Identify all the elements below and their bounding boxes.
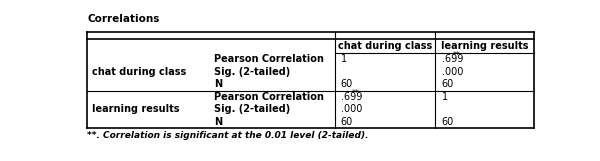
Text: Sig. (2-tailed): Sig. (2-tailed)	[215, 104, 291, 114]
Text: 60: 60	[341, 117, 353, 127]
Text: 1: 1	[341, 54, 347, 64]
Text: learning results: learning results	[92, 104, 179, 114]
Text: .000: .000	[442, 67, 463, 77]
Text: Pearson Correlation: Pearson Correlation	[215, 54, 325, 64]
Text: **: **	[352, 89, 359, 98]
Text: .699: .699	[442, 54, 463, 64]
Text: 1: 1	[442, 92, 448, 102]
Text: chat during class: chat during class	[338, 41, 432, 51]
Text: N: N	[215, 79, 223, 89]
Text: .699: .699	[341, 92, 362, 102]
Text: 60: 60	[341, 79, 353, 89]
Text: Correlations: Correlations	[88, 14, 160, 24]
Text: N: N	[215, 117, 223, 127]
Text: chat during class: chat during class	[92, 67, 187, 77]
Text: Pearson Correlation: Pearson Correlation	[215, 92, 325, 102]
Text: **: **	[452, 51, 460, 60]
Text: .000: .000	[341, 104, 362, 114]
Text: learning results: learning results	[441, 41, 529, 51]
Text: 60: 60	[442, 117, 454, 127]
Text: 60: 60	[442, 79, 454, 89]
Text: **. Correlation is significant at the 0.01 level (2-tailed).: **. Correlation is significant at the 0.…	[88, 131, 369, 140]
Text: Sig. (2-tailed): Sig. (2-tailed)	[215, 67, 291, 77]
